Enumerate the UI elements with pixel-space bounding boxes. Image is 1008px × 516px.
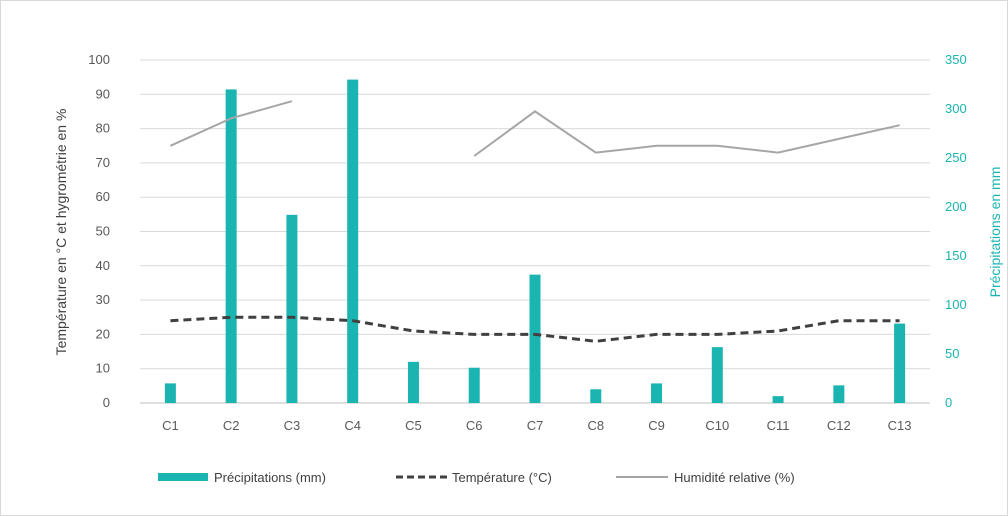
y-tick-label: 50	[96, 224, 110, 239]
x-axis-ticks: C1 C2 C3 C4 C5 C6 C7 C8 C9 C10 C11 C12 C13	[162, 418, 911, 433]
y-tick-label: 0	[103, 395, 110, 410]
bar-precipitations	[529, 274, 541, 403]
y2-tick-label: 0	[945, 395, 952, 410]
x-tick-label: C9	[648, 418, 665, 433]
legend-label-precipitations: Précipitations (mm)	[214, 470, 326, 485]
x-tick-label: C6	[466, 418, 483, 433]
y-tick-label: 40	[96, 258, 110, 273]
y2-axis-label: Précipitations en mm	[987, 167, 1003, 298]
x-tick-label: C11	[767, 418, 790, 433]
bar-precipitations	[286, 214, 298, 403]
y2-tick-label: 150	[945, 248, 967, 263]
y-tick-label: 60	[96, 189, 110, 204]
x-tick-label: C13	[888, 418, 912, 433]
x-tick-label: C5	[405, 418, 422, 433]
x-tick-label: C2	[223, 418, 240, 433]
left-axis-ticks: 0 10 20 30 40 50 60 70 80 90 100	[88, 52, 110, 410]
y2-tick-label: 100	[945, 297, 967, 312]
x-tick-label: C10	[705, 418, 729, 433]
legend-swatch-precipitations	[158, 473, 208, 481]
bar-series	[164, 79, 906, 404]
y-tick-label: 100	[88, 52, 110, 67]
y2-tick-label: 50	[945, 346, 959, 361]
x-tick-label: C1	[162, 418, 179, 433]
bar-precipitations	[407, 361, 419, 403]
y2-tick-label: 200	[945, 199, 967, 214]
right-axis-ticks: 0 50 100 150 200 250 300 350	[945, 52, 967, 410]
x-tick-label: C12	[827, 418, 851, 433]
bar-precipitations	[468, 367, 480, 403]
legend-label-temperature: Température (°C)	[452, 470, 552, 485]
bar-precipitations	[772, 396, 784, 403]
x-tick-label: C3	[284, 418, 301, 433]
bar-precipitations	[164, 383, 176, 403]
bar-precipitations	[590, 389, 602, 403]
y-tick-label: 80	[96, 121, 110, 136]
line-temperature	[170, 315, 900, 343]
bar-precipitations	[711, 347, 723, 403]
bar-precipitations	[833, 385, 845, 403]
y-axis-label: Température en °C et hygrométrie en %	[53, 109, 69, 356]
y2-tick-label: 350	[945, 52, 967, 67]
bar-precipitations	[651, 383, 663, 403]
x-tick-label: C4	[344, 418, 361, 433]
y-tick-label: 20	[96, 326, 110, 341]
y-tick-label: 90	[96, 86, 110, 101]
bar-precipitations	[225, 89, 237, 404]
y-tick-label: 30	[96, 292, 110, 307]
bar-precipitations	[347, 79, 359, 403]
x-tick-label: C8	[587, 418, 604, 433]
line-series	[169, 100, 900, 343]
x-tick-label: C7	[527, 418, 544, 433]
legend: Précipitations (mm) Température (°C) Hum…	[158, 470, 795, 485]
line-humidity	[473, 110, 900, 157]
line-humidity	[169, 100, 293, 147]
bar-precipitations	[894, 323, 906, 403]
y-tick-label: 70	[96, 155, 110, 170]
gridlines	[140, 59, 930, 404]
y-tick-label: 10	[96, 361, 110, 376]
y2-tick-label: 250	[945, 150, 967, 165]
y2-tick-label: 300	[945, 101, 967, 116]
legend-label-humidity: Humidité relative (%)	[674, 470, 795, 485]
